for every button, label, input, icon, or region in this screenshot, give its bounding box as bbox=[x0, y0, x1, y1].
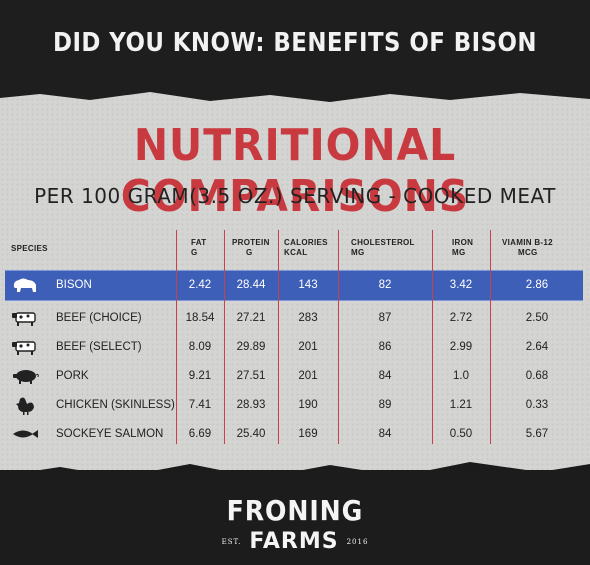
iron-value: 1.0 bbox=[453, 370, 469, 382]
iron-value: 3.42 bbox=[449, 279, 473, 291]
calories-value: 169 bbox=[298, 428, 318, 440]
cholesterol-value: 86 bbox=[378, 341, 392, 353]
col-header-cholesterol: CHOLESTEROL MG bbox=[351, 238, 415, 257]
table-row: BEEF (CHOICE) 18.54 27.21 283 87 2.72 2.… bbox=[5, 304, 583, 333]
iron-value: 2.99 bbox=[449, 341, 473, 353]
logo-farms: FARMS bbox=[249, 529, 339, 554]
species-name: SOCKEYE SALMON bbox=[56, 428, 164, 440]
column-divider bbox=[432, 230, 433, 444]
fat-value: 2.42 bbox=[188, 279, 212, 291]
calories-value: 201 bbox=[298, 370, 318, 382]
chicken-icon bbox=[16, 397, 34, 415]
comparison-table: SPECIES FAT G PROTEIN G CALORIES KCAL CHOLE… bbox=[5, 226, 583, 448]
species-header: SPECIES bbox=[11, 244, 48, 253]
calories-value: 143 bbox=[298, 279, 318, 291]
vitamin-b12-value: 0.33 bbox=[525, 399, 549, 411]
protein-value: 28.93 bbox=[236, 399, 266, 411]
column-divider bbox=[278, 230, 279, 444]
vitamin-b12-value: 5.67 bbox=[525, 428, 549, 440]
protein-value: 25.40 bbox=[236, 428, 266, 440]
page-title: NUTRITIONAL COMPARISONS bbox=[120, 120, 470, 222]
column-divider bbox=[338, 230, 339, 444]
bottom-dark-band bbox=[0, 470, 590, 565]
column-divider bbox=[224, 230, 225, 444]
protein-value: 27.21 bbox=[236, 312, 266, 324]
column-divider bbox=[176, 230, 177, 444]
table-row: BEEF (SELECT) 8.09 29.89 201 86 2.99 2.6… bbox=[5, 333, 583, 362]
iron-value: 1.21 bbox=[449, 399, 473, 411]
species-name: BEEF (SELECT) bbox=[56, 341, 142, 353]
species-name: BISON bbox=[56, 279, 92, 291]
iron-value: 0.50 bbox=[449, 428, 473, 440]
headline: DID YOU KNOW: BENEFITS OF BISON bbox=[53, 28, 537, 58]
col-header-vitamin-b12: VIAMIN B-12 MCG bbox=[502, 238, 553, 257]
logo-est: EST. bbox=[221, 537, 242, 546]
pig-icon bbox=[13, 370, 39, 384]
cow-icon bbox=[12, 312, 36, 326]
protein-value: 29.89 bbox=[236, 341, 266, 353]
cholesterol-value: 87 bbox=[378, 312, 392, 324]
fish-icon bbox=[13, 430, 38, 438]
logo-name: FRONING bbox=[226, 494, 364, 527]
table-row: CHICKEN (SKINLESS) 7.41 28.93 190 89 1.2… bbox=[5, 391, 583, 420]
cholesterol-value: 82 bbox=[378, 279, 392, 291]
protein-value: 28.44 bbox=[236, 279, 266, 291]
cow-icon bbox=[12, 341, 36, 355]
bison-icon bbox=[13, 278, 36, 292]
col-header-protein: PROTEIN G bbox=[232, 238, 270, 257]
logo-year: 2016 bbox=[346, 537, 369, 546]
fat-value: 9.21 bbox=[188, 370, 212, 382]
page-subtitle: PER 100 GRAM(3.5 OZ.) SERVING - COOKED M… bbox=[34, 184, 556, 208]
species-name: PORK bbox=[56, 370, 89, 382]
table-row: SOCKEYE SALMON 6.69 25.40 169 84 0.50 5.… bbox=[5, 420, 583, 449]
fat-value: 6.69 bbox=[188, 428, 212, 440]
col-header-iron: IRON MG bbox=[452, 238, 474, 257]
column-divider bbox=[490, 230, 491, 444]
iron-value: 2.72 bbox=[449, 312, 473, 324]
fat-value: 18.54 bbox=[185, 312, 215, 324]
top-dark-band bbox=[0, 0, 590, 100]
calories-value: 201 bbox=[298, 341, 318, 353]
vitamin-b12-value: 0.68 bbox=[525, 370, 549, 382]
table-row: PORK 9.21 27.51 201 84 1.0 0.68 bbox=[5, 362, 583, 391]
cholesterol-value: 84 bbox=[378, 428, 392, 440]
col-header-calories: CALORIES KCAL bbox=[284, 238, 328, 257]
cholesterol-value: 84 bbox=[378, 370, 392, 382]
vitamin-b12-value: 2.50 bbox=[525, 312, 549, 324]
vitamin-b12-value: 2.86 bbox=[525, 279, 549, 291]
species-name: CHICKEN (SKINLESS) bbox=[56, 399, 175, 411]
fat-value: 7.41 bbox=[188, 399, 212, 411]
protein-value: 27.51 bbox=[236, 370, 266, 382]
froning-farms-logo: FRONING EST. FARMS 2016 bbox=[0, 494, 590, 554]
species-name: BEEF (CHOICE) bbox=[56, 312, 142, 324]
table-row: BISON 2.42 28.44 143 82 3.42 2.86 bbox=[5, 270, 583, 301]
calories-value: 283 bbox=[298, 312, 318, 324]
calories-value: 190 bbox=[298, 399, 318, 411]
vitamin-b12-value: 2.64 bbox=[525, 341, 549, 353]
fat-value: 8.09 bbox=[188, 341, 212, 353]
col-header-fat: FAT G bbox=[191, 238, 207, 257]
cholesterol-value: 89 bbox=[378, 399, 392, 411]
